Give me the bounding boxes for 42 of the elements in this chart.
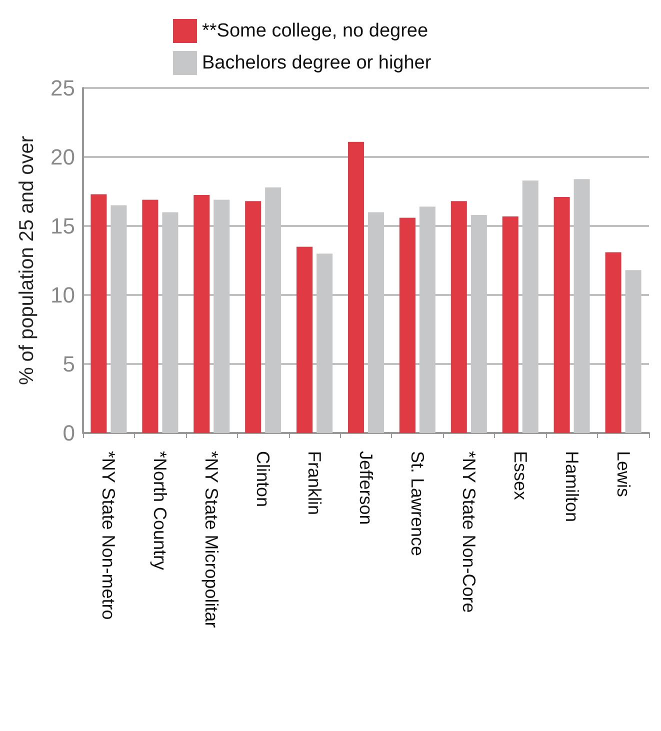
bar xyxy=(522,180,538,433)
bar xyxy=(605,252,622,433)
y-tick-label: 20 xyxy=(50,144,75,170)
bar xyxy=(368,212,384,433)
bar xyxy=(214,200,230,433)
x-tick-label: *NY State Non-Core xyxy=(458,451,479,613)
bar xyxy=(574,179,590,433)
y-tick-label: 10 xyxy=(50,282,75,308)
bar xyxy=(110,205,127,433)
bar xyxy=(419,206,436,433)
x-tick-label: Franklin xyxy=(304,451,325,516)
bar xyxy=(502,216,518,433)
x-tick-label: *NY State Micropolitar xyxy=(202,451,222,628)
x-tick-label: St. Lawrence xyxy=(407,451,428,556)
x-tick-label: *NY State Non-metro xyxy=(98,451,119,620)
legend-label: **Some college, no degree xyxy=(202,20,428,42)
y-tick-label: 15 xyxy=(50,214,75,238)
bar xyxy=(554,197,570,433)
x-tick-label: Jefferson xyxy=(356,451,376,525)
bar xyxy=(399,218,416,433)
y-axis-title: % of population 25 and over xyxy=(16,136,38,386)
y-tick-label: 25 xyxy=(50,76,75,100)
bar xyxy=(296,246,313,433)
bar xyxy=(194,194,210,433)
bar xyxy=(90,194,107,433)
y-tick-label: 5 xyxy=(62,352,75,376)
x-tick-label: Clinton xyxy=(253,451,274,508)
bar xyxy=(162,212,178,433)
bar xyxy=(625,270,642,433)
bar xyxy=(142,200,158,433)
bar xyxy=(450,201,467,433)
y-tick-label: 0 xyxy=(62,420,75,446)
legend-label: Bachelors degree or higher xyxy=(202,52,432,74)
bar xyxy=(316,254,333,433)
x-tick-label: Lewis xyxy=(613,451,634,498)
x-tick-label: *North Country xyxy=(150,451,170,570)
bar xyxy=(265,187,282,433)
x-tick-label: Hamilton xyxy=(562,451,582,522)
bar xyxy=(348,142,364,433)
x-tick-label: Essex xyxy=(510,451,530,500)
bar xyxy=(470,214,487,433)
bar xyxy=(245,201,262,433)
